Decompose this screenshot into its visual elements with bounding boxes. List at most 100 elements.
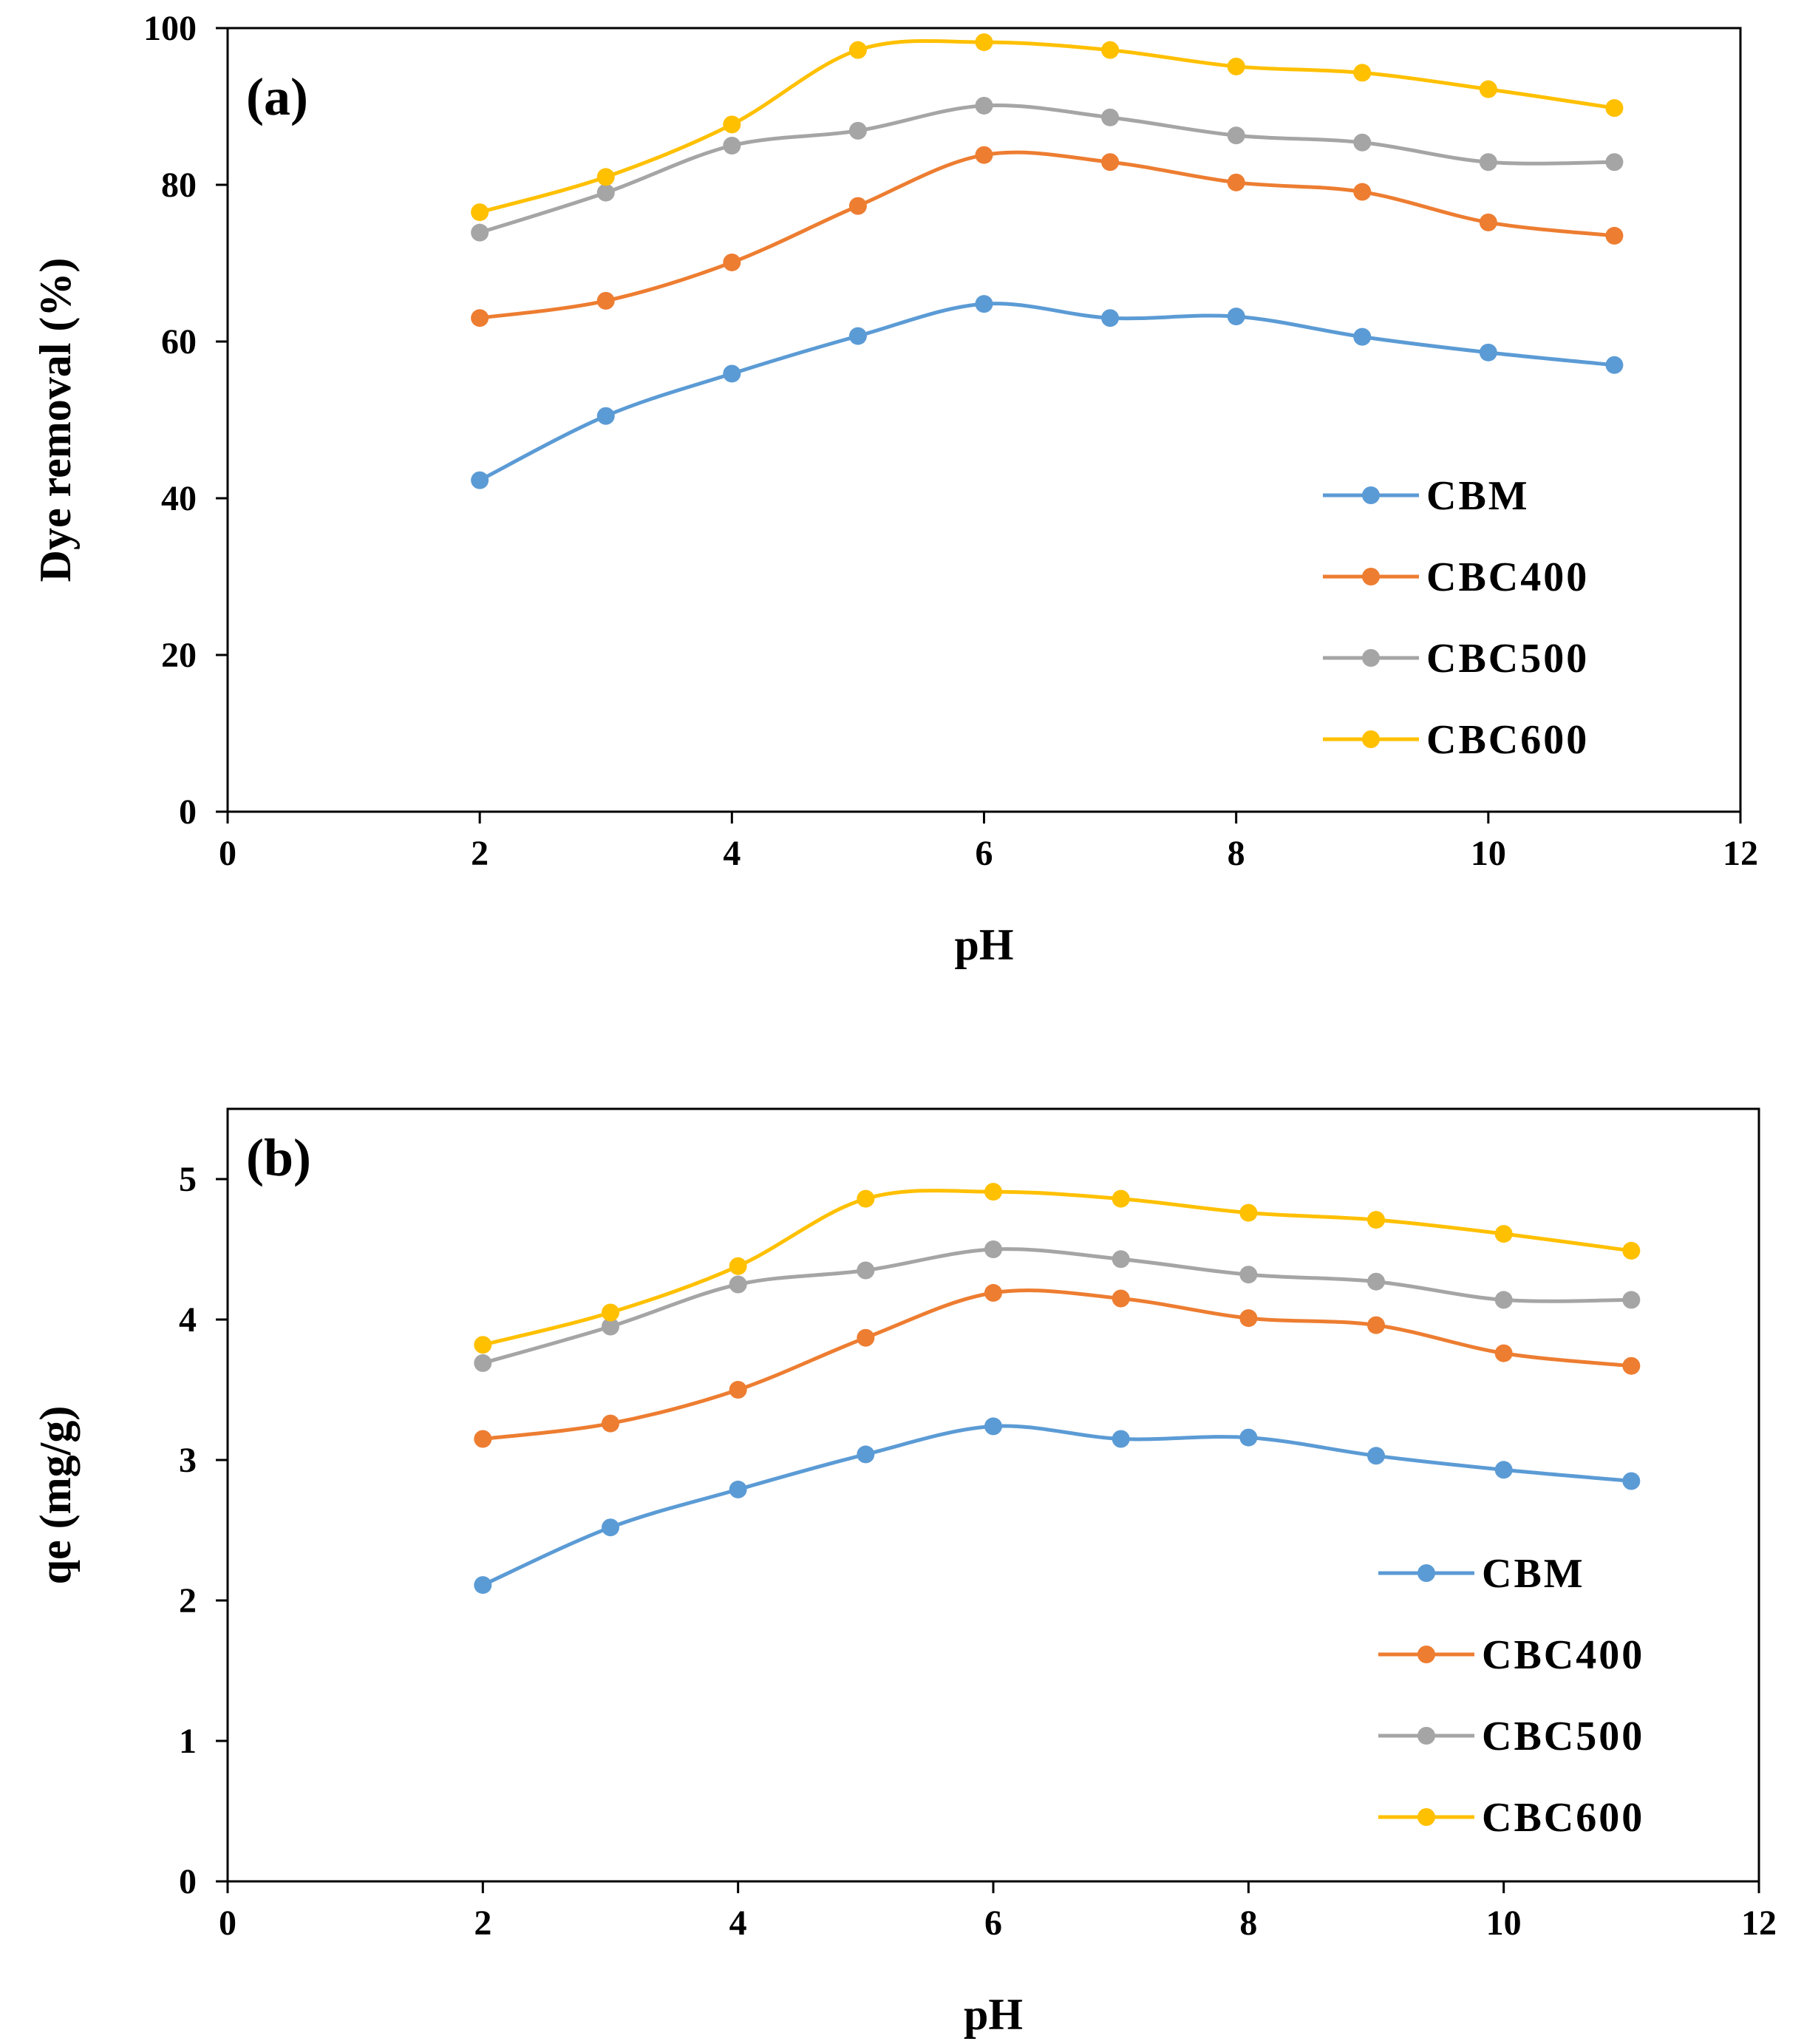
data-point-cbm: [975, 295, 993, 313]
data-point-cbc600: [471, 203, 489, 222]
x-tick-label: 4: [723, 834, 741, 873]
x-tick-label: 12: [1741, 1904, 1777, 1943]
y-tick-label: 60: [161, 322, 197, 361]
x-tick-label: 2: [474, 1904, 491, 1943]
data-point-cbc500: [602, 1317, 619, 1336]
legend-marker-cbc500: [1362, 649, 1380, 667]
y-tick-label: 100: [143, 9, 197, 48]
data-point-cbc600: [1479, 80, 1497, 98]
data-point-cbc600: [848, 41, 867, 59]
data-point-cbc400: [1479, 213, 1497, 231]
data-point-cbc400: [1112, 1289, 1130, 1308]
legend-label-cbc600: CBC600: [1482, 1795, 1644, 1841]
data-point-cbc400: [848, 197, 867, 215]
x-tick-label: 8: [1239, 1904, 1257, 1943]
y-tick-label: 2: [179, 1581, 197, 1620]
x-axis-label: pH: [964, 1990, 1023, 2039]
legend-label-cbm: CBM: [1482, 1551, 1585, 1597]
data-point-cbm: [1227, 308, 1245, 326]
data-point-cbc500: [729, 1275, 747, 1294]
data-point-cbm: [1367, 1447, 1385, 1465]
data-point-cbc500: [596, 183, 615, 202]
x-tick-label: 0: [219, 834, 236, 873]
legend-marker-cbc400: [1417, 1646, 1435, 1663]
data-point-cbm: [1494, 1461, 1513, 1479]
data-point-cbc400: [1367, 1316, 1385, 1334]
y-tick-label: 5: [179, 1160, 197, 1199]
data-point-cbc400: [596, 291, 615, 310]
series-line-cbm: [482, 1424, 1632, 1587]
data-point-cbc400: [602, 1414, 619, 1433]
data-point-cbc400: [1605, 226, 1624, 245]
data-point-cbc400: [1101, 153, 1120, 172]
data-point-cbm: [1112, 1430, 1130, 1448]
data-point-cbc500: [1479, 153, 1497, 172]
data-point-cbc500: [1622, 1291, 1641, 1309]
series-line-cbc600: [479, 38, 1615, 214]
x-tick-label: 10: [1486, 1904, 1522, 1943]
y-tick-label: 1: [179, 1722, 197, 1761]
data-point-cbm: [1622, 1472, 1641, 1490]
data-point-cbc500: [474, 1354, 492, 1372]
data-point-cbc600: [1227, 57, 1245, 75]
data-point-cbc600: [474, 1336, 492, 1354]
data-point-cbc500: [1112, 1250, 1130, 1269]
plot-area: [226, 1107, 1760, 1883]
data-point-cbm: [596, 407, 615, 425]
x-tick-label: 0: [219, 1904, 236, 1943]
data-point-cbc600: [1101, 41, 1120, 59]
legend-marker-cbc400: [1362, 568, 1380, 585]
data-point-cbc500: [1367, 1272, 1385, 1291]
y-tick-label: 40: [161, 479, 197, 518]
data-point-cbc400: [474, 1430, 492, 1448]
data-point-cbc500: [1101, 108, 1120, 126]
x-tick-label: 6: [984, 1904, 1002, 1943]
data-point-cbc400: [984, 1283, 1002, 1302]
data-point-cbc500: [857, 1261, 875, 1280]
data-point-cbc400: [1353, 183, 1372, 201]
legend-label-cbc600: CBC600: [1426, 717, 1589, 763]
data-point-cbc400: [857, 1328, 875, 1347]
data-point-cbc400: [975, 146, 993, 164]
data-point-cbc400: [1239, 1309, 1258, 1328]
data-point-cbc500: [1227, 126, 1245, 145]
x-tick-label: 8: [1228, 834, 1245, 873]
y-tick-label: 20: [161, 636, 197, 675]
data-point-cbc400: [1227, 173, 1245, 191]
data-point-cbc400: [1494, 1344, 1513, 1362]
data-point-cbc500: [471, 223, 489, 242]
legend-label-cbc400: CBC400: [1482, 1632, 1644, 1678]
series-line-cbc500: [479, 103, 1615, 235]
data-point-cbc600: [602, 1303, 619, 1322]
data-point-cbc600: [857, 1189, 875, 1208]
legend-label-cbc500: CBC500: [1426, 636, 1589, 682]
data-point-cbc600: [984, 1183, 1002, 1201]
legend-marker-cbm: [1362, 486, 1380, 504]
y-tick-label: 80: [161, 166, 197, 205]
data-point-cbc400: [1622, 1357, 1641, 1375]
x-tick-label: 10: [1471, 834, 1506, 873]
data-point-cbc500: [1605, 153, 1624, 172]
data-point-cbc400: [471, 309, 489, 327]
x-tick-label: 4: [729, 1904, 747, 1943]
data-point-cbc500: [1239, 1266, 1258, 1284]
series-line-cbc400: [483, 1288, 1632, 1441]
legend-marker-cbc600: [1362, 730, 1380, 748]
y-tick-label: 3: [179, 1441, 197, 1480]
data-point-cbc500: [1353, 133, 1372, 152]
data-point-cbm: [1479, 343, 1497, 361]
legend-marker-cbm: [1417, 1564, 1435, 1582]
data-point-cbm: [723, 364, 741, 383]
series-line-cbm: [479, 302, 1615, 482]
data-point-cbc500: [723, 137, 741, 155]
panel-label: (a): [246, 67, 308, 126]
data-point-cbc500: [984, 1240, 1002, 1258]
data-point-cbc500: [848, 121, 867, 140]
data-point-cbm: [857, 1445, 875, 1464]
y-axis-label: Dye removal (%): [31, 258, 80, 583]
legend-label-cbc500: CBC500: [1482, 1714, 1644, 1759]
y-tick-label: 4: [179, 1300, 197, 1340]
legend-marker-cbc600: [1417, 1808, 1435, 1826]
